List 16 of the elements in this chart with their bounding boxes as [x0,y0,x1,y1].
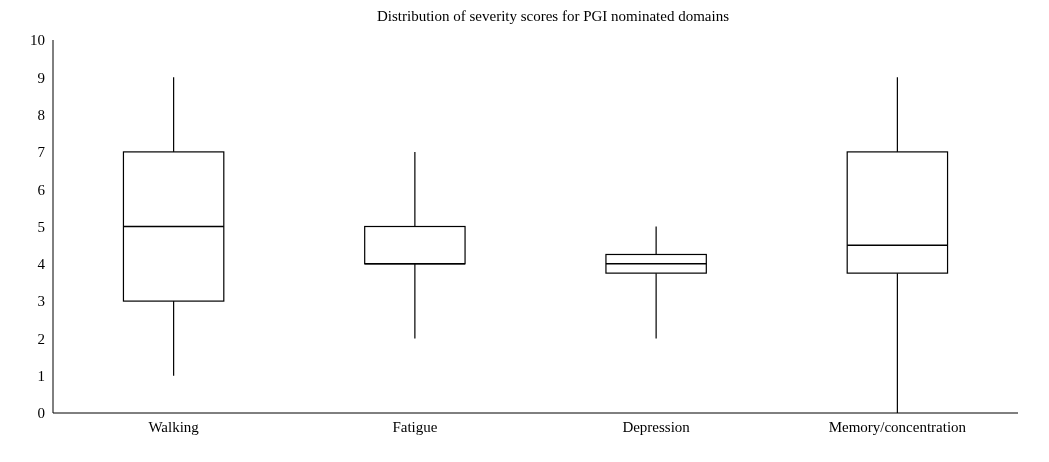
y-tick-label: 6 [37,181,46,198]
y-tick-label: 5 [37,218,45,235]
x-tick-label: Fatigue [392,418,438,435]
y-tick-label: 10 [30,32,45,49]
y-tick-label: 4 [37,256,46,273]
y-tick-label: 7 [37,144,46,161]
x-tick-label: Memory/concentration [828,418,967,435]
y-tick-label: 2 [37,330,45,347]
x-tick-label: Depression [622,418,691,435]
y-tick-label: 0 [37,405,45,422]
chart-title: Distribution of severity scores for PGI nominated domains [376,8,730,26]
y-tick-label: 3 [37,293,45,310]
x-tick-label: Walking [148,418,200,435]
y-tick-label: 8 [37,106,45,123]
y-tick-label: 9 [37,69,45,86]
y-tick-label: 1 [37,368,45,385]
